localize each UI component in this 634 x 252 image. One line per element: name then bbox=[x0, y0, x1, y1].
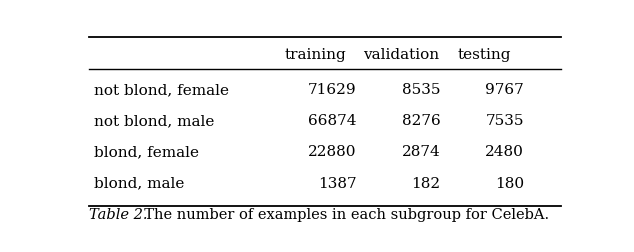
Text: not blond, female: not blond, female bbox=[94, 83, 229, 97]
Text: validation: validation bbox=[363, 48, 439, 62]
Text: Table 2.: Table 2. bbox=[89, 208, 148, 222]
Text: 2874: 2874 bbox=[402, 145, 441, 160]
Text: not blond, male: not blond, male bbox=[94, 114, 214, 129]
Text: 7535: 7535 bbox=[486, 114, 524, 129]
Text: 22880: 22880 bbox=[308, 145, 357, 160]
Text: 2480: 2480 bbox=[485, 145, 524, 160]
Text: blond, male: blond, male bbox=[94, 177, 184, 191]
Text: 1387: 1387 bbox=[318, 177, 357, 191]
Text: 8276: 8276 bbox=[402, 114, 441, 129]
Text: testing: testing bbox=[458, 48, 512, 62]
Text: 9767: 9767 bbox=[485, 83, 524, 97]
Text: The number of examples in each subgroup for CelebA.: The number of examples in each subgroup … bbox=[135, 208, 549, 222]
Text: 180: 180 bbox=[495, 177, 524, 191]
Text: 71629: 71629 bbox=[308, 83, 357, 97]
Text: 182: 182 bbox=[411, 177, 441, 191]
Text: training: training bbox=[284, 48, 346, 62]
Text: blond, female: blond, female bbox=[94, 145, 199, 160]
Text: 8535: 8535 bbox=[402, 83, 441, 97]
Text: 66874: 66874 bbox=[308, 114, 357, 129]
